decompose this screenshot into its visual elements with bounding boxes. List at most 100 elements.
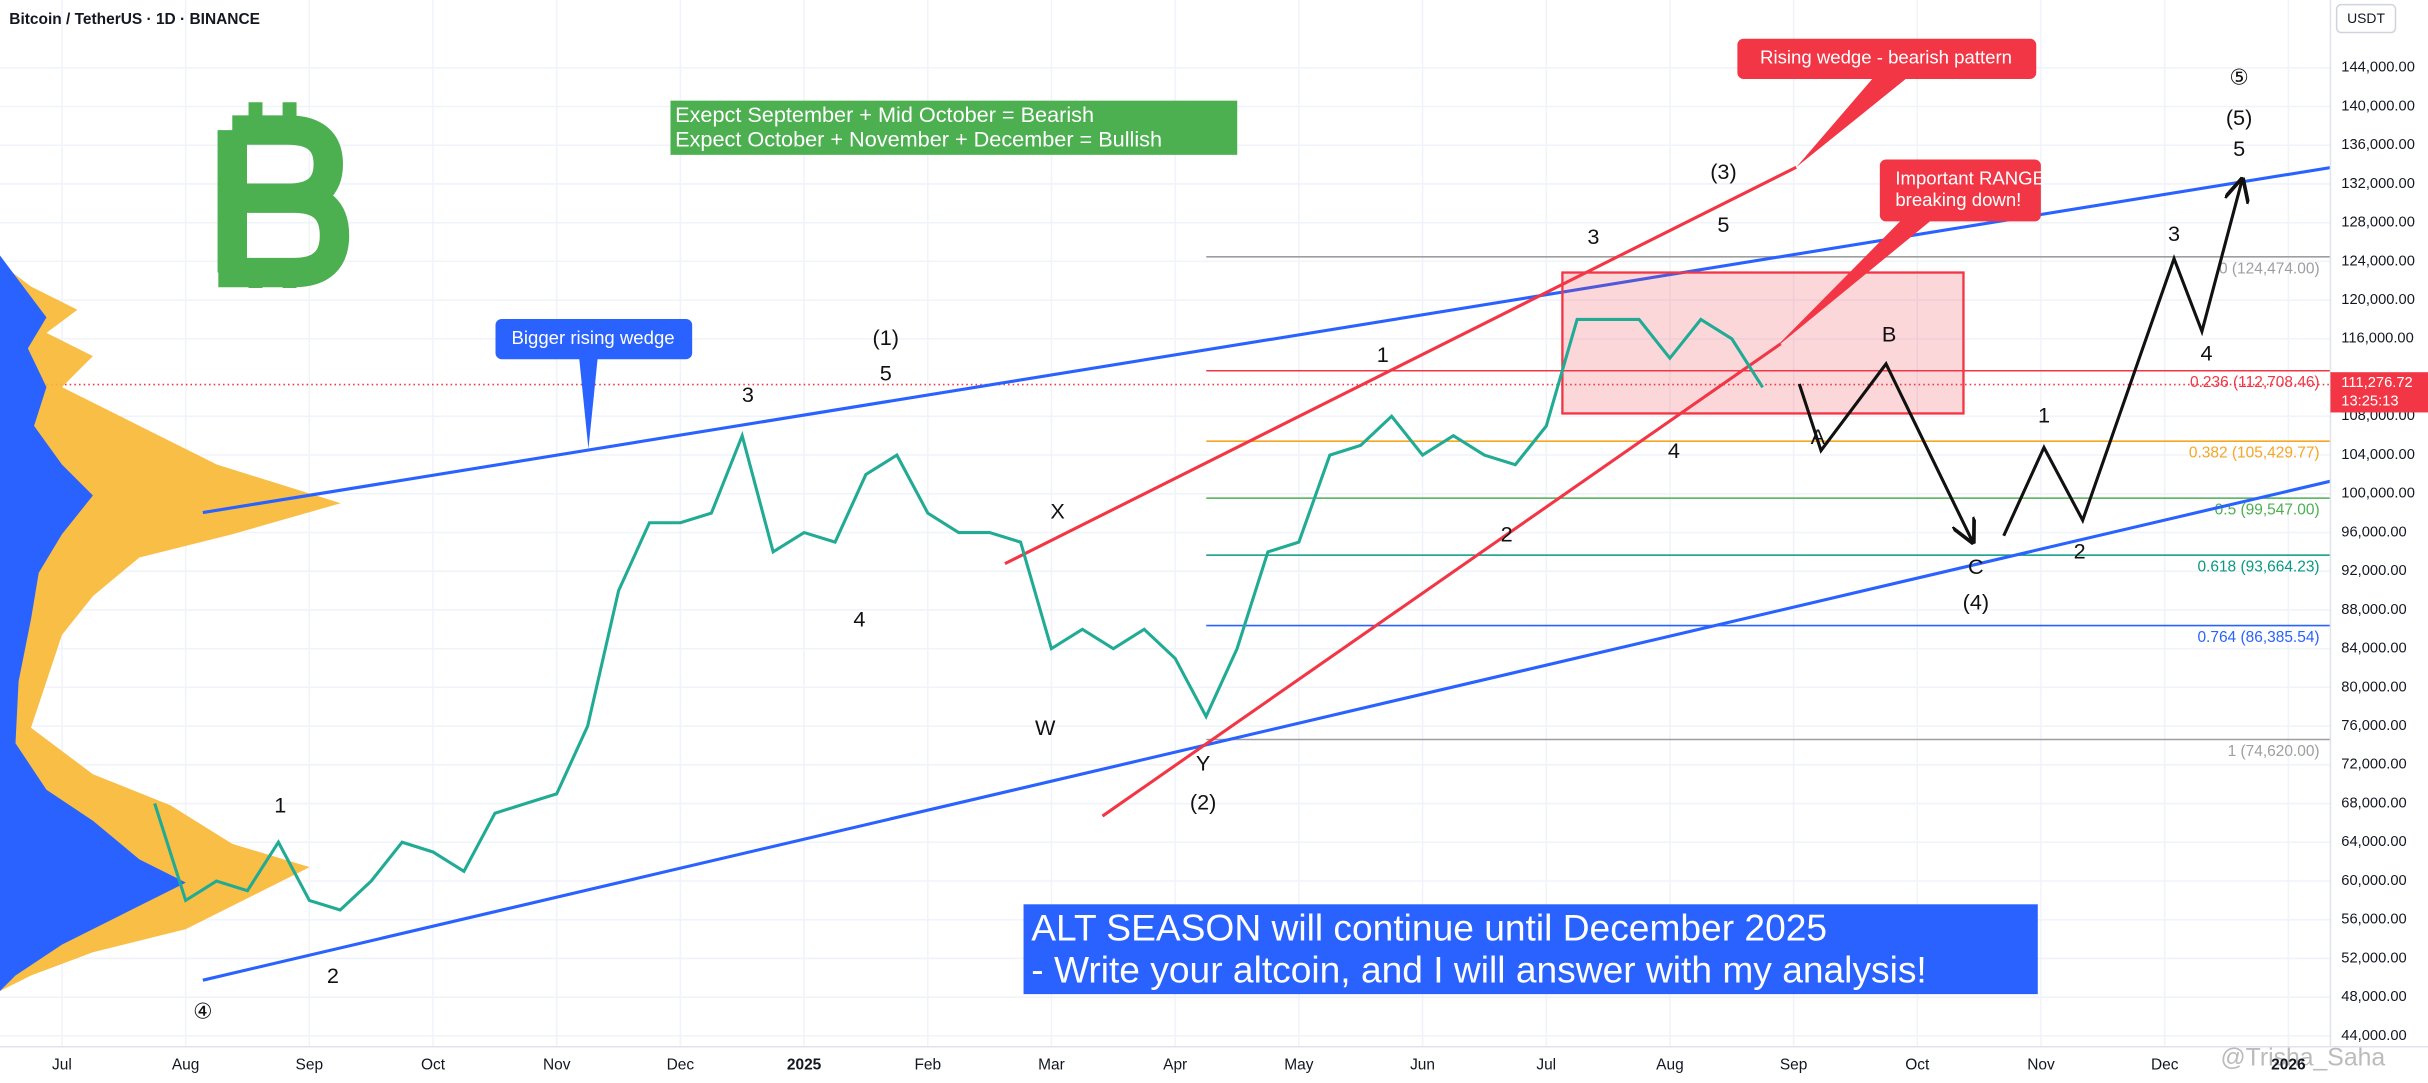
fib-label: 0.236 (112,708.46) [2190,374,2320,391]
x-tick-label: Aug [1656,1056,1684,1073]
x-tick-label: 2025 [787,1056,822,1073]
currency: USDT [2347,10,2385,26]
y-tick-label: 76,000.00 [2341,718,2406,734]
axes: 44,000.00 48,000.00 52,000.00 56,000.00 60,0… [52,60,2428,1073]
callout-pointer [1772,216,1936,350]
price-tag [2330,372,2428,413]
wave-label: W [1035,715,1056,740]
note-text: - Write your altcoin, and I will answer … [1031,948,1926,990]
watermark: @Trisha_Saha [2221,1045,2386,1072]
callout-box [1879,159,2041,222]
price-axis [2330,0,2428,1083]
wave-label: (2) [1190,789,1216,814]
wave-label: 5 [880,360,892,385]
price-tag-countdown: 13:25:13 [2341,394,2398,410]
y-tick-label: 96,000.00 [2341,524,2406,540]
wave-label: 2 [327,963,339,988]
projection-abc [1797,360,1972,542]
fib-label: 0.764 (86,385.54) [2197,629,2319,646]
y-tick-label: 128,000.00 [2341,215,2415,231]
volume-profile-yellow [0,263,341,992]
x-tick-label: Nov [543,1056,571,1073]
fib-label: 0.618 (93,664.23) [2197,559,2319,576]
wave-label: 1 [1377,342,1389,367]
note-text: Exepct September + Mid October = Bearish [675,102,1094,127]
y-tick-label: 116,000.00 [2341,331,2414,347]
note-box [1023,904,2038,995]
callout-pointer [1796,77,1908,168]
x-tick-label: May [1284,1056,1313,1073]
grid [0,0,2331,1047]
price-line [153,317,1764,912]
wave-labels: 1 2 3 (1) 5 4 X W Y (2) 1 2 3 5 4 (3) A B C (4) 1 2 3 4 5 (5) ⑤ ④ [193,65,2252,1024]
y-tick-label: 124,000.00 [2341,253,2415,269]
y-tick-label: 84,000.00 [2341,641,2406,657]
callout-pointer [579,357,598,450]
note-box [670,100,1238,155]
wave-label: ⑤ [2229,65,2248,90]
wave-label: 4 [1668,438,1680,463]
y-tick-label: 68,000.00 [2341,795,2406,811]
y-tick-label: 64,000.00 [2341,834,2406,850]
wave-label: 1 [2038,402,2050,427]
bitcoin-logo [217,102,350,289]
wave-label: Y [1196,751,1210,776]
fib-retracement: 0 (124,474.00) 0.236 (112,708.46) 0.382 (1… [1206,256,2331,760]
fib-label: 0 (124,474.00) [2219,260,2320,277]
x-tick-label: Sep [1780,1056,1808,1073]
wave-label: (4) [1963,590,1989,615]
price-tag-value: 111,276.72 [2341,375,2412,391]
y-tick-label: 136,000.00 [2341,137,2415,153]
y-tick-label: 44,000.00 [2341,1028,2406,1044]
x-tick-label: Jul [52,1056,72,1073]
fib-label: 1 (74,620.00) [2228,743,2320,760]
x-tick-label: Oct [1905,1056,1930,1073]
wave-label: B [1882,322,1896,347]
volume-profile-blue [0,255,186,992]
y-tick-label: 88,000.00 [2341,602,2406,618]
y-tick-label: 92,000.00 [2341,563,2406,579]
x-tick-label: Jun [1410,1056,1435,1073]
wave-label: A [1811,424,1826,449]
wave-label: (3) [1710,159,1736,184]
y-tick-label: 140,000.00 [2341,98,2415,114]
x-tick-label: Dec [2151,1056,2179,1073]
callout-box [1737,38,2037,79]
wave-label: 3 [1587,224,1599,249]
wave-label: 3 [742,382,754,407]
note-text: Expect October + November + December = B… [675,127,1162,152]
wedge-lower [202,456,2428,982]
y-tick-label: 60,000.00 [2341,873,2406,889]
fib-label: 0.5 (99,547.00) [2215,502,2320,519]
x-tick-label: Dec [667,1056,695,1073]
y-tick-label: 48,000.00 [2341,989,2406,1005]
x-tick-label: Sep [296,1056,324,1073]
callout-text: Bigger rising wedge [511,327,674,348]
wave-label: C [1968,554,1984,579]
wave-label: 2 [1501,521,1513,546]
y-tick-label: 80,000.00 [2341,679,2406,695]
x-tick-label: Mar [1038,1056,1065,1073]
y-tick-label: 100,000.00 [2341,486,2415,502]
price [153,317,1764,912]
chart-title: Bitcoin / TetherUS · 1D · BINANCE [9,11,260,28]
wave-label: 1 [274,792,286,817]
x-tick-label: Feb [914,1056,941,1073]
wave-label: 5 [1717,212,1729,237]
callout-text: Important RANGE = [1895,168,2061,189]
wave-label: 4 [853,607,865,632]
y-tick-label: 144,000.00 [2341,60,2415,76]
callout-text: breaking down! [1895,189,2021,210]
wave-label: (1) [872,325,898,350]
y-tick-label: 72,000.00 [2341,757,2406,773]
x-tick-label: Oct [421,1056,446,1073]
y-tick-label: 52,000.00 [2341,950,2406,966]
currency-box [2335,3,2397,34]
wave-label: 2 [2074,539,2086,564]
wave-label: 4 [2201,340,2213,365]
y-tick-label: 120,000.00 [2341,292,2415,308]
projection-impulse [2002,180,2242,537]
wave-label: ④ [193,998,212,1023]
wave-label: 5 [2233,136,2245,161]
